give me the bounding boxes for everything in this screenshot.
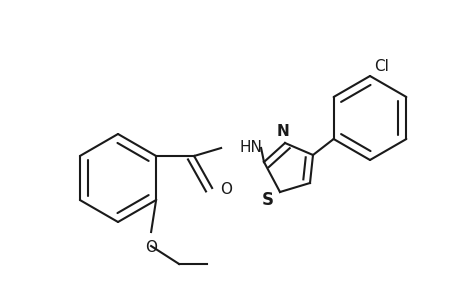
Text: O: O bbox=[219, 182, 232, 197]
Text: Cl: Cl bbox=[373, 58, 388, 74]
Text: HN: HN bbox=[239, 140, 262, 155]
Text: S: S bbox=[262, 191, 274, 209]
Text: O: O bbox=[145, 240, 157, 255]
Text: N: N bbox=[276, 124, 289, 140]
